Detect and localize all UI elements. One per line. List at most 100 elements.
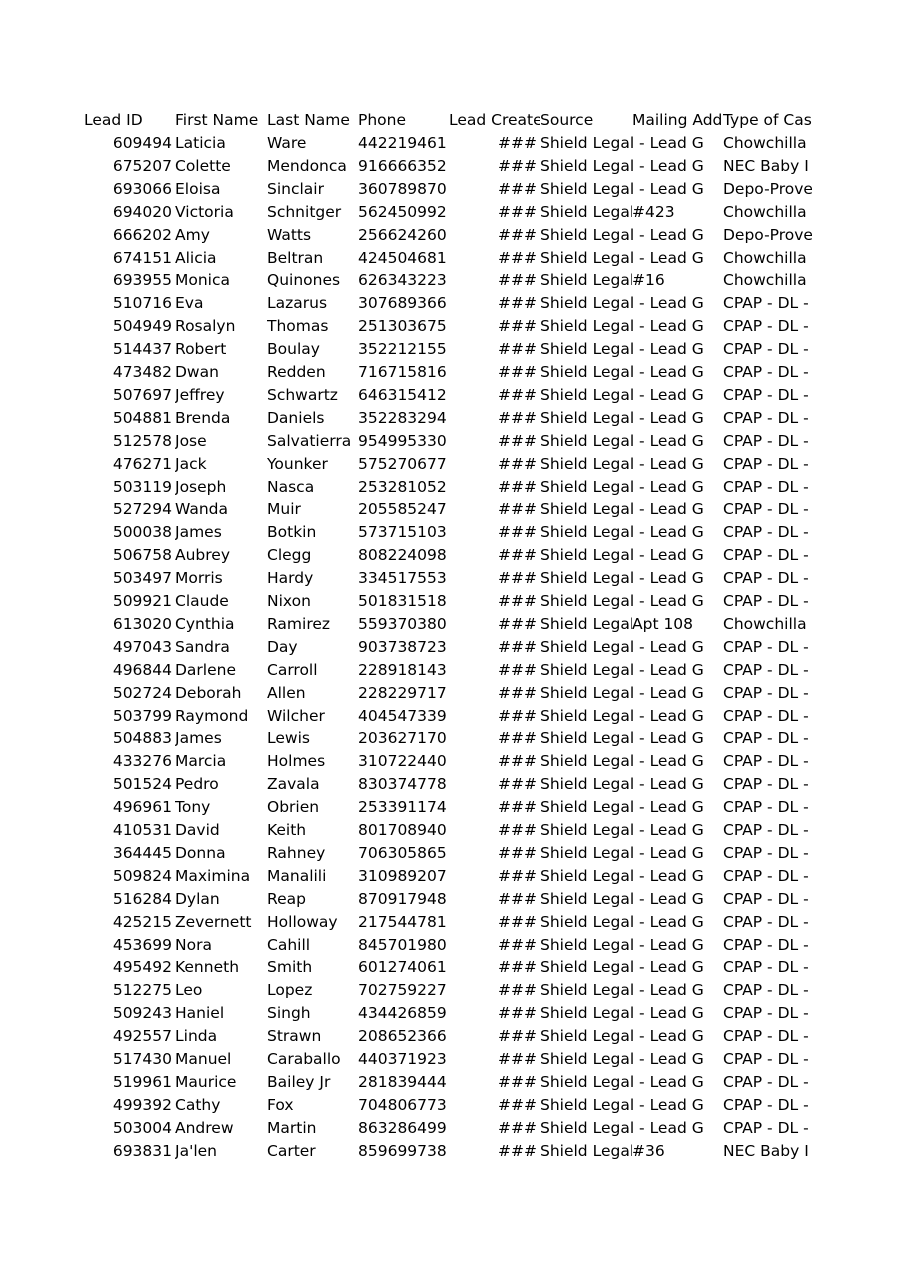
cell-phone: 704806773	[358, 1095, 447, 1114]
cell-lead-created: ###	[498, 569, 537, 588]
cell-lead-id: 527294	[112, 500, 172, 519]
cell-phone: 352283294	[358, 408, 447, 427]
cell-lead-created: ###	[498, 637, 537, 656]
cell-last-name: Sinclair	[267, 179, 324, 198]
header-lead-created: Lead Created	[449, 111, 540, 129]
cell-last-name: Redden	[267, 363, 326, 381]
cell-first-name: Monica	[175, 271, 231, 290]
cell-source: Shield Legal - Lead G	[540, 843, 704, 862]
cell-first-name: Darlene	[175, 660, 237, 679]
cell-phone: 626343223	[358, 271, 447, 290]
cell-phone: 442219461	[358, 134, 447, 152]
cell-source: Shield Legal - Lead G	[540, 477, 704, 496]
cell-type-of-case: CPAP - DL -	[723, 798, 809, 817]
cell-type-of-case: CPAP - DL -	[723, 912, 809, 931]
cell-lead-created: ###	[498, 843, 537, 862]
cell-last-name: Bailey Jr	[267, 1072, 331, 1091]
cell-source: Shield Legal - Lead G	[540, 431, 704, 450]
cell-phone: 601274061	[358, 958, 447, 977]
cell-source: Shield Legal - Lead G	[540, 1027, 704, 1046]
cell-last-name: Schnitger	[267, 202, 342, 221]
cell-type-of-case: CPAP - DL -	[723, 592, 809, 610]
cell-type-of-case: NEC Baby I	[723, 1141, 809, 1160]
cell-last-name: Botkin	[267, 523, 317, 542]
cell-lead-id: 425215	[112, 912, 172, 931]
cell-source: Shield Legal - Lead G	[540, 775, 704, 794]
cell-first-name: Brenda	[175, 408, 231, 427]
cell-source: Shield Legal - Lead G	[540, 363, 704, 381]
cell-first-name: Dwan	[175, 363, 219, 381]
cell-last-name: Lopez	[267, 981, 313, 1000]
cell-lead-id: 517430	[112, 1050, 172, 1068]
cell-phone: 706305865	[358, 843, 447, 862]
cell-source: Shield Legal - Lead G	[540, 660, 704, 679]
cell-lead-created: ###	[498, 592, 537, 610]
cell-source: Shield Legal - Lead G	[540, 454, 704, 473]
cell-lead-id: 504881	[112, 408, 172, 427]
cell-type-of-case: CPAP - DL -	[723, 889, 809, 908]
cell-type-of-case: CPAP - DL -	[723, 363, 809, 381]
cell-last-name: Caraballo	[267, 1050, 341, 1068]
cell-lead-id: 473482	[112, 363, 172, 381]
cell-lead-id: 496961	[112, 798, 172, 817]
cell-lead-created: ###	[498, 454, 537, 473]
cell-last-name: Ramirez	[267, 614, 331, 633]
cell-phone: 352212155	[358, 340, 447, 359]
cell-type-of-case: CPAP - DL -	[723, 752, 809, 771]
cell-lead-created: ###	[498, 202, 537, 221]
cell-phone: 310722440	[358, 752, 447, 771]
cell-phone: 334517553	[358, 569, 447, 588]
cell-type-of-case: CPAP - DL -	[723, 546, 809, 565]
cell-last-name: Muir	[267, 500, 301, 519]
cell-type-of-case: CPAP - DL -	[723, 981, 809, 1000]
cell-phone: 404547339	[358, 706, 447, 725]
cell-last-name: Reap	[267, 889, 306, 908]
cell-lead-created: ###	[498, 1004, 537, 1023]
cell-lead-id: 509824	[112, 866, 172, 885]
cell-last-name: Lazarus	[267, 294, 328, 313]
cell-source: Shield Legal - Lead G	[540, 134, 704, 152]
cell-type-of-case: CPAP - DL -	[723, 1027, 809, 1046]
cell-source: Shield Legal - Lead G	[540, 1072, 704, 1091]
cell-source: Shield Legal - Lead G	[540, 912, 704, 931]
cell-last-name: Carter	[267, 1141, 316, 1160]
cell-phone: 251303675	[358, 317, 447, 336]
cell-first-name: Manuel	[175, 1050, 232, 1068]
cell-source: Shield Legal - Lead G	[540, 156, 704, 175]
cell-phone: 307689366	[358, 294, 447, 313]
cell-phone: 702759227	[358, 981, 447, 1000]
cell-first-name: Joseph	[175, 477, 227, 496]
cell-lead-created: ###	[498, 294, 537, 313]
cell-source: Shield Legal - Lead G	[540, 592, 704, 610]
cell-phone: 903738723	[358, 637, 447, 656]
header-source: Source	[540, 111, 594, 129]
cell-first-name: Aubrey	[175, 546, 231, 565]
cell-type-of-case: CPAP - DL -	[723, 866, 809, 885]
cell-phone: 256624260	[358, 225, 447, 244]
cell-phone: 646315412	[358, 385, 447, 404]
cell-lead-id: 499392	[112, 1095, 172, 1114]
cell-mailing-address: #423	[632, 202, 675, 221]
cell-first-name: Cathy	[175, 1095, 221, 1114]
cell-last-name: Manalili	[267, 866, 327, 885]
cell-first-name: Robert	[175, 340, 227, 359]
header-lead-id: Lead ID	[84, 111, 143, 129]
cell-lead-created: ###	[498, 248, 537, 267]
cell-type-of-case: CPAP - DL -	[723, 843, 809, 862]
cell-last-name: Holloway	[267, 912, 338, 931]
cell-lead-created: ###	[498, 981, 537, 1000]
cell-phone: 830374778	[358, 775, 447, 794]
cell-type-of-case: CPAP - DL -	[723, 660, 809, 679]
cell-first-name: Eloisa	[175, 179, 221, 198]
cell-type-of-case: CPAP - DL -	[723, 637, 809, 656]
cell-lead-id: 510716	[112, 294, 172, 313]
cell-lead-id: 495492	[112, 958, 172, 977]
cell-type-of-case: CPAP - DL -	[723, 706, 809, 725]
cell-lead-created: ###	[498, 683, 537, 702]
cell-first-name: Leo	[175, 981, 203, 1000]
cell-phone: 863286499	[358, 1118, 447, 1137]
cell-phone: 501831518	[358, 592, 447, 610]
cell-first-name: Claude	[175, 592, 229, 610]
cell-lead-id: 504883	[112, 729, 172, 748]
cell-first-name: David	[175, 821, 220, 839]
